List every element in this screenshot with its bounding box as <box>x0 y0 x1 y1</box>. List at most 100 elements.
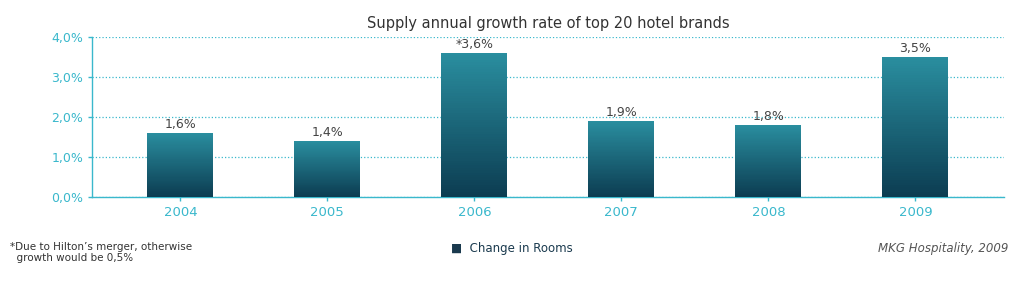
Bar <box>883 192 948 194</box>
Bar <box>441 153 508 156</box>
Bar <box>441 134 508 137</box>
Bar <box>735 175 802 176</box>
Bar <box>588 149 654 150</box>
Bar <box>147 160 213 162</box>
Bar <box>441 101 508 103</box>
Bar <box>588 154 654 155</box>
Bar <box>883 82 948 85</box>
Bar <box>147 140 213 141</box>
Text: 3,5%: 3,5% <box>899 42 931 55</box>
Bar <box>883 68 948 71</box>
Bar <box>883 64 948 66</box>
Bar <box>735 133 802 134</box>
Bar <box>735 163 802 164</box>
Bar <box>588 178 654 179</box>
Bar <box>588 189 654 190</box>
Bar <box>883 87 948 89</box>
Bar <box>294 162 360 163</box>
Bar <box>441 151 508 153</box>
Bar <box>294 182 360 183</box>
Bar <box>147 139 213 140</box>
Bar <box>588 122 654 123</box>
Bar <box>735 127 802 128</box>
Bar <box>883 96 948 99</box>
Bar <box>294 154 360 155</box>
Bar <box>588 188 654 189</box>
Bar <box>883 157 948 159</box>
Bar <box>883 117 948 120</box>
Bar <box>294 171 360 173</box>
Bar <box>735 148 802 149</box>
Bar <box>735 178 802 179</box>
Bar <box>147 148 213 149</box>
Bar <box>883 178 948 180</box>
Bar <box>147 166 213 167</box>
Bar <box>441 117 508 120</box>
Bar <box>294 163 360 164</box>
Bar <box>735 151 802 152</box>
Bar <box>294 190 360 191</box>
Bar <box>588 180 654 182</box>
Text: *Due to Hilton’s merger, otherwise
  growth would be 0,5%: *Due to Hilton’s merger, otherwise growt… <box>10 242 193 263</box>
Bar <box>294 161 360 162</box>
Bar <box>588 140 654 141</box>
Bar <box>883 73 948 75</box>
Bar <box>294 180 360 181</box>
Bar <box>294 179 360 180</box>
Bar <box>588 182 654 183</box>
Bar <box>441 60 508 62</box>
Bar <box>441 173 508 175</box>
Bar <box>441 93 508 96</box>
Bar <box>441 166 508 168</box>
Bar <box>735 176 802 178</box>
Bar <box>441 84 508 86</box>
Bar <box>735 158 802 159</box>
Bar <box>883 59 948 61</box>
Bar <box>294 194 360 195</box>
Bar <box>735 153 802 155</box>
Bar <box>441 192 508 194</box>
Bar <box>441 115 508 117</box>
Bar <box>588 175 654 176</box>
Bar <box>735 162 802 163</box>
Bar <box>883 152 948 155</box>
Bar <box>735 161 802 162</box>
Bar <box>883 89 948 92</box>
Bar <box>294 156 360 157</box>
Bar <box>735 131 802 132</box>
Bar <box>147 136 213 137</box>
Bar <box>735 174 802 175</box>
Bar <box>588 126 654 127</box>
Bar <box>147 169 213 170</box>
Bar <box>147 137 213 138</box>
Bar <box>147 186 213 187</box>
Title: Supply annual growth rate of top 20 hotel brands: Supply annual growth rate of top 20 hote… <box>367 16 729 31</box>
Bar <box>294 141 360 142</box>
Bar <box>588 194 654 195</box>
Bar <box>441 178 508 180</box>
Bar <box>588 130 654 131</box>
Bar <box>735 159 802 161</box>
Bar <box>588 136 654 137</box>
Bar <box>883 122 948 124</box>
Bar <box>441 144 508 146</box>
Bar <box>147 182 213 183</box>
Bar <box>147 149 213 150</box>
Bar <box>441 168 508 170</box>
Bar <box>441 96 508 98</box>
Bar <box>883 141 948 143</box>
Bar <box>735 135 802 137</box>
Bar <box>441 69 508 72</box>
Bar <box>441 132 508 134</box>
Bar <box>147 164 213 165</box>
Bar <box>147 168 213 169</box>
Bar <box>883 110 948 113</box>
Bar <box>883 124 948 127</box>
Bar <box>735 173 802 174</box>
Bar <box>735 149 802 150</box>
Bar <box>735 126 802 127</box>
Bar <box>735 186 802 187</box>
Bar <box>588 170 654 171</box>
Bar <box>735 171 802 173</box>
Bar <box>441 77 508 79</box>
